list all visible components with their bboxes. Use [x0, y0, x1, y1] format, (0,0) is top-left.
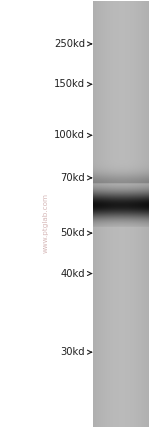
Text: www.ptglab.com: www.ptglab.com: [43, 193, 49, 253]
Text: 70kd: 70kd: [61, 173, 92, 183]
Text: 250kd: 250kd: [54, 39, 92, 49]
Text: 100kd: 100kd: [54, 131, 92, 140]
Text: 150kd: 150kd: [54, 79, 92, 89]
Text: 50kd: 50kd: [61, 228, 92, 238]
Text: 40kd: 40kd: [61, 268, 92, 279]
Text: 30kd: 30kd: [61, 347, 92, 357]
